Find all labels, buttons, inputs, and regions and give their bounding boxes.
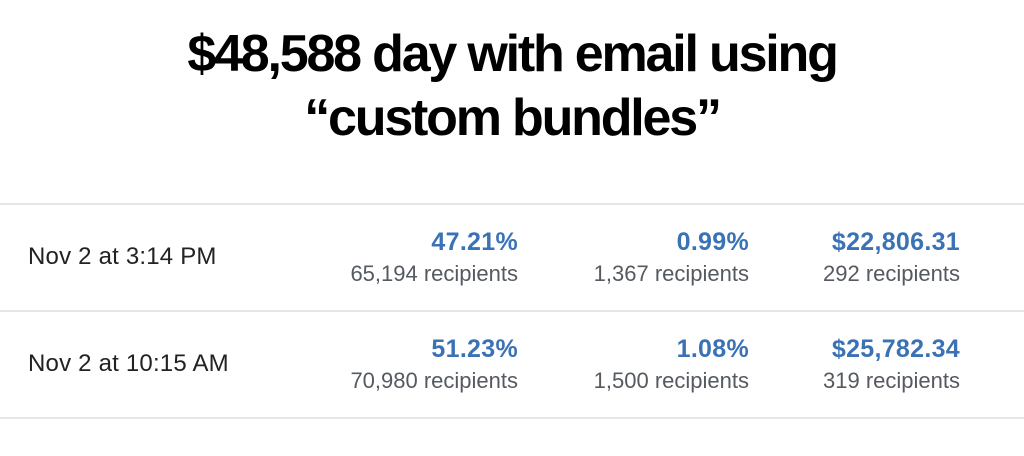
click-recipients: 1,500 recipients: [593, 368, 749, 393]
send-date: Nov 2 at 10:15 AM: [28, 350, 229, 377]
headline: $48,588 day with email using “custom bun…: [0, 22, 1024, 150]
click-rate-cell: 0.99% 1,367 recipients: [594, 227, 749, 289]
revenue-cell: $22,806.31 292 recipients: [823, 227, 960, 289]
open-rate-value: 47.21%: [431, 228, 518, 256]
table-row[interactable]: Nov 2 at 10:15 AM 51.23% 70,980 recipien…: [0, 312, 1024, 417]
open-rate-value: 51.23%: [431, 335, 518, 363]
headline-line-2: “custom bundles”: [304, 89, 722, 147]
campaign-stats-table: Nov 2 at 3:14 PM 47.21% 65,194 recipient…: [0, 203, 1024, 419]
click-rate-value: 0.99%: [676, 228, 749, 256]
open-rate-cell: 47.21% 65,194 recipients: [350, 227, 518, 289]
revenue-cell: $25,782.34 319 recipients: [823, 334, 960, 396]
click-rate-value: 1.08%: [676, 335, 749, 363]
table-row[interactable]: Nov 2 at 3:14 PM 47.21% 65,194 recipient…: [0, 205, 1024, 310]
divider: [0, 310, 1024, 312]
revenue-value: $25,782.34: [831, 335, 960, 363]
divider: [0, 417, 1024, 419]
revenue-recipients: 292 recipients: [823, 261, 960, 286]
revenue-value: $22,806.31: [831, 228, 960, 256]
click-recipients: 1,367 recipients: [593, 261, 749, 286]
open-recipients: 70,980 recipients: [350, 368, 518, 393]
revenue-recipients: 319 recipients: [823, 368, 960, 393]
click-rate-cell: 1.08% 1,500 recipients: [594, 334, 749, 396]
open-recipients: 65,194 recipients: [350, 261, 518, 286]
headline-line-1: $48,588 day with email using: [187, 25, 839, 83]
divider: [0, 203, 1024, 205]
open-rate-cell: 51.23% 70,980 recipients: [350, 334, 518, 396]
send-date: Nov 2 at 3:14 PM: [28, 243, 217, 270]
